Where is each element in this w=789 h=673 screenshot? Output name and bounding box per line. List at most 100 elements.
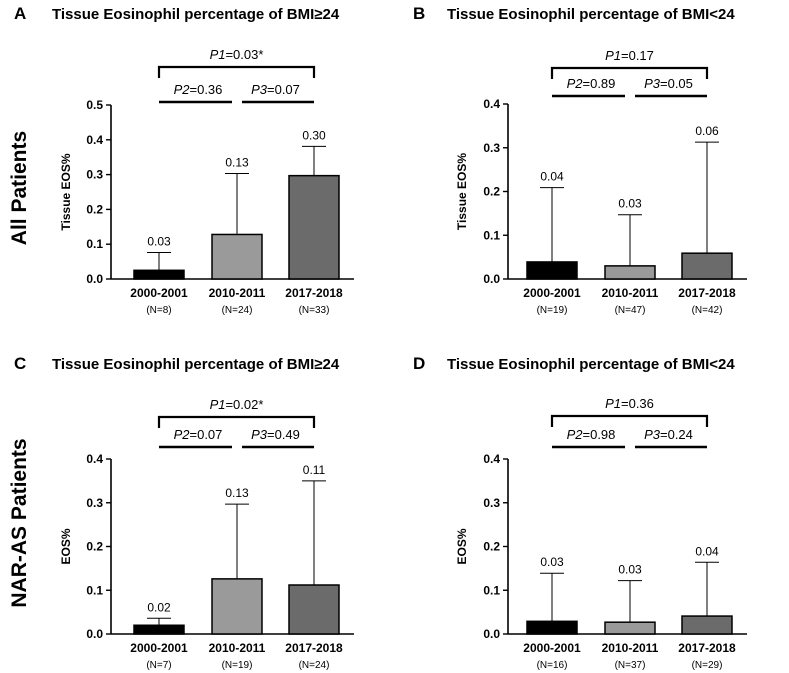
p1-bracket [157, 65, 316, 78]
p3-label: P3=0.24 [644, 427, 693, 442]
x-tick-label: 2017-2018 [285, 286, 343, 300]
n-label: (N=37) [615, 660, 646, 671]
y-tick-label: 0.2 [86, 202, 103, 216]
bar-2017-2018 [681, 252, 733, 280]
p1-label: P1=0.03* [210, 47, 264, 62]
y-tick-label: 0.0 [86, 272, 103, 286]
bar-2000-2001 [526, 261, 578, 280]
panel-title: Tissue Eosinophil percentage of BMI<24 [447, 356, 735, 373]
panel-letter: B [413, 4, 425, 23]
value-label: 0.04 [540, 170, 564, 184]
y-tick-label: 0.4 [483, 452, 500, 466]
n-label: (N=8) [146, 305, 171, 316]
n-label: (N=16) [537, 660, 568, 671]
p1-bracket [550, 414, 709, 427]
y-tick-label: 0.1 [86, 583, 103, 597]
value-label: 0.06 [695, 124, 719, 138]
bar-2010-2011 [604, 265, 656, 280]
n-label: (N=19) [222, 660, 253, 671]
y-axis-label: Tissue EOS% [455, 153, 469, 230]
p3-label: P3=0.49 [251, 427, 300, 442]
bar-2000-2001 [133, 624, 185, 635]
value-label: 0.11 [303, 463, 326, 477]
n-label: (N=7) [146, 660, 171, 671]
bar-2017-2018 [681, 615, 733, 635]
y-tick-label: 0.1 [483, 583, 500, 597]
p3-label: P3=0.07 [251, 82, 300, 97]
x-tick-label: 2017-2018 [678, 641, 736, 655]
y-tick-label: 0.1 [483, 228, 500, 242]
x-tick-label: 2010-2011 [209, 286, 266, 300]
y-axis-label: Tissue EOS% [59, 153, 73, 230]
bar-2017-2018 [288, 584, 340, 635]
value-label: 0.03 [540, 555, 564, 569]
x-tick-label: 2017-2018 [285, 641, 343, 655]
y-axis-label: EOS% [59, 528, 73, 564]
panel-letter: C [14, 354, 26, 373]
y-tick-label: 0.2 [483, 540, 500, 554]
panel-title: Tissue Eosinophil percentage of BMI≥24 [52, 6, 340, 23]
value-label: 0.04 [695, 544, 719, 558]
value-label: 0.13 [225, 486, 249, 500]
n-label: (N=24) [222, 305, 253, 316]
bar-2010-2011 [211, 233, 263, 280]
n-label: (N=29) [692, 660, 723, 671]
panel-title: Tissue Eosinophil percentage of BMI<24 [447, 6, 735, 23]
p1-label: P1=0.02* [210, 397, 264, 412]
n-label: (N=24) [299, 660, 330, 671]
y-tick-label: 0.2 [483, 185, 500, 199]
value-label: 0.03 [618, 197, 642, 211]
panel-letter: A [14, 4, 26, 23]
bar-2000-2001 [526, 620, 578, 635]
panel-d: D Tissue Eosinophil percentage of BMI<24 0… [413, 354, 747, 671]
p2-label: P2=0.36 [174, 82, 223, 97]
value-label: 0.03 [618, 563, 642, 577]
y-tick-label: 0.5 [86, 98, 103, 112]
y-tick-label: 0.3 [86, 496, 103, 510]
p2-label: P2=0.89 [567, 76, 616, 91]
x-tick-label: 2010-2011 [602, 641, 659, 655]
panel-letter: D [413, 354, 425, 373]
n-label: (N=33) [299, 305, 330, 316]
x-tick-label: 2000-2001 [130, 286, 188, 300]
value-label: 0.13 [225, 156, 249, 170]
n-label: (N=47) [615, 305, 646, 316]
y-tick-label: 0.3 [483, 496, 500, 510]
n-label: (N=19) [537, 305, 568, 316]
bar-2010-2011 [604, 621, 656, 635]
y-tick-label: 0.4 [86, 452, 103, 466]
y-tick-label: 0.3 [86, 168, 103, 182]
bar-2017-2018 [288, 174, 340, 280]
x-tick-label: 2010-2011 [209, 641, 266, 655]
panel-title: Tissue Eosinophil percentage of BMI≥24 [52, 356, 340, 373]
y-tick-label: 0.2 [86, 540, 103, 554]
p1-label: P1=0.36 [605, 396, 654, 411]
p1-label: P1=0.17 [605, 48, 654, 63]
bar-2000-2001 [133, 269, 185, 280]
value-label: 0.02 [147, 600, 171, 614]
p2-label: P2=0.07 [174, 427, 223, 442]
panel-c: C Tissue Eosinophil percentage of BMI≥24 0… [14, 354, 354, 671]
x-tick-label: 2000-2001 [523, 641, 581, 655]
x-tick-label: 2017-2018 [678, 286, 736, 300]
bar-2010-2011 [211, 578, 263, 635]
y-tick-label: 0.4 [483, 97, 500, 111]
x-tick-label: 2000-2001 [523, 286, 581, 300]
p2-label: P2=0.98 [567, 427, 616, 442]
p3-label: P3=0.05 [644, 76, 693, 91]
x-tick-label: 2000-2001 [130, 641, 188, 655]
y-tick-label: 0.0 [483, 627, 500, 641]
y-tick-label: 0.1 [86, 237, 103, 251]
y-tick-label: 0.0 [483, 272, 500, 286]
p1-bracket [157, 415, 316, 428]
x-tick-label: 2010-2011 [602, 286, 659, 300]
panel-a: A Tissue Eosinophil percentage of BMI≥24 0… [14, 4, 354, 316]
p1-bracket [550, 66, 709, 79]
value-label: 0.03 [147, 235, 171, 249]
y-axis-label: EOS% [455, 528, 469, 564]
panel-b: B Tissue Eosinophil percentage of BMI<24 0… [413, 4, 747, 316]
n-label: (N=42) [692, 305, 723, 316]
y-tick-label: 0.0 [86, 627, 103, 641]
y-tick-label: 0.4 [86, 133, 103, 147]
